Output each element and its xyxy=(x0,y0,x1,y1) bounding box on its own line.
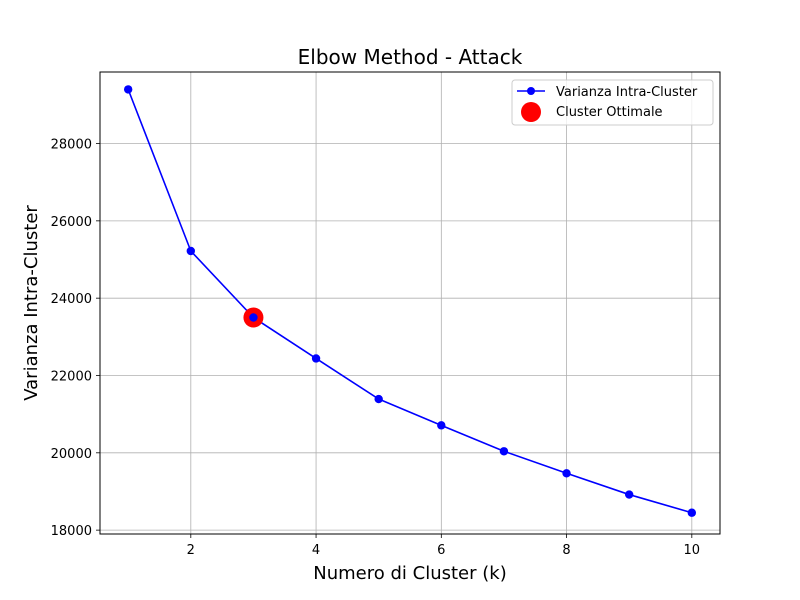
y-tick-label: 24000 xyxy=(51,292,92,307)
x-tick-label: 6 xyxy=(437,543,445,558)
y-tick-label: 28000 xyxy=(51,138,92,153)
legend-label-series: Varianza Intra-Cluster xyxy=(556,85,698,100)
data-point xyxy=(437,421,446,430)
data-point xyxy=(687,508,697,517)
x-tick-label: 10 xyxy=(684,543,701,558)
data-point xyxy=(374,394,383,404)
y-tick-label: 18000 xyxy=(51,524,92,539)
x-axis-label: Numero di Cluster (k) xyxy=(313,563,506,584)
legend: Varianza Intra-Cluster Cluster Ottimale xyxy=(511,79,714,126)
y-tick-label: 26000 xyxy=(51,215,92,230)
x-tick-label: 4 xyxy=(312,543,320,558)
y-tick-label: 22000 xyxy=(51,369,92,384)
ticks: 2 4 6 8 10 18000 20000 22000 24000 26000 28000 xyxy=(51,138,700,558)
y-axis-label: Varianza Intra-Cluster xyxy=(21,205,42,401)
axes-frame xyxy=(99,71,721,535)
y-tick-label: 20000 xyxy=(51,447,92,462)
legend-label-optimal: Cluster Ottimale xyxy=(556,105,663,120)
data-point xyxy=(624,490,634,499)
data-point xyxy=(311,354,321,363)
legend-box xyxy=(511,79,714,126)
grid xyxy=(100,72,720,534)
legend-optimal-marker xyxy=(521,102,541,122)
plot-area xyxy=(123,85,697,517)
data-point xyxy=(123,85,133,94)
legend-point-marker xyxy=(527,87,535,95)
x-tick-label: 8 xyxy=(562,543,570,558)
data-point xyxy=(186,246,196,256)
data-point xyxy=(562,469,571,478)
chart-title: Elbow Method - Attack xyxy=(298,45,523,69)
series-line xyxy=(127,89,693,514)
optimal-cluster-point xyxy=(249,313,258,322)
x-tick-label: 2 xyxy=(187,543,195,558)
data-point xyxy=(499,447,509,456)
